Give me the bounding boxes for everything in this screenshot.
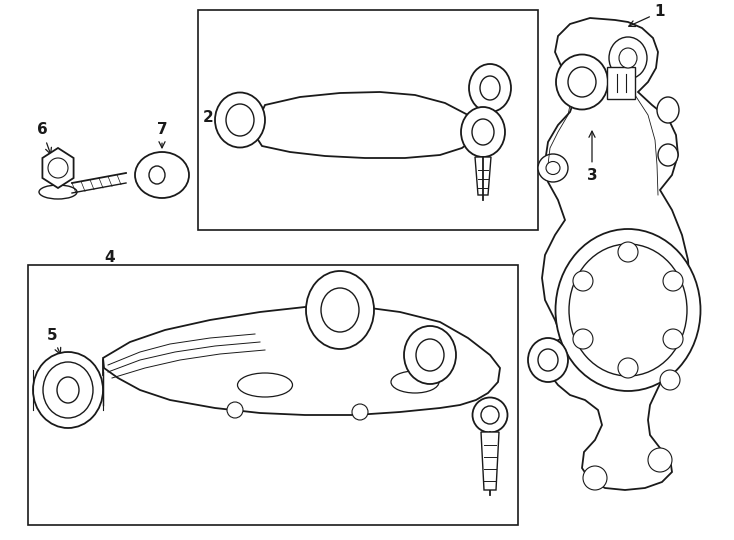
Circle shape [583,466,607,490]
Circle shape [663,271,683,291]
Ellipse shape [538,154,568,182]
Circle shape [648,448,672,472]
Ellipse shape [538,349,558,371]
Circle shape [660,370,680,390]
Text: 6: 6 [37,123,51,154]
Circle shape [618,358,638,378]
Ellipse shape [226,104,254,136]
Circle shape [618,242,638,262]
Ellipse shape [461,107,505,157]
Ellipse shape [480,76,500,100]
Ellipse shape [135,152,189,198]
Ellipse shape [569,244,687,376]
Text: 2: 2 [203,111,244,125]
Ellipse shape [609,37,647,79]
Ellipse shape [528,338,568,382]
Ellipse shape [215,92,265,147]
Bar [198,10,538,230]
Circle shape [227,402,243,418]
Ellipse shape [556,229,700,391]
Polygon shape [542,18,690,490]
Text: 1: 1 [629,4,665,26]
Ellipse shape [657,97,679,123]
Circle shape [663,329,683,349]
Ellipse shape [481,406,499,424]
Circle shape [573,271,593,291]
Ellipse shape [404,326,456,384]
Circle shape [352,404,368,420]
Ellipse shape [546,161,560,174]
Ellipse shape [33,352,103,428]
Bar [607,67,635,99]
Polygon shape [43,148,73,188]
Ellipse shape [658,144,678,166]
Polygon shape [475,157,491,195]
Ellipse shape [238,373,293,397]
Text: 4: 4 [105,251,115,266]
Ellipse shape [39,185,77,199]
Ellipse shape [391,371,439,393]
Ellipse shape [619,48,637,68]
Ellipse shape [321,288,359,332]
Text: 5: 5 [47,327,61,354]
Polygon shape [481,432,499,490]
Ellipse shape [473,397,507,433]
Ellipse shape [568,67,596,97]
Text: 7: 7 [156,123,167,148]
Text: 3: 3 [586,131,597,183]
Bar [28,265,518,525]
Ellipse shape [43,362,93,418]
Ellipse shape [472,119,494,145]
Circle shape [48,158,68,178]
Polygon shape [103,306,500,415]
Ellipse shape [57,377,79,403]
Ellipse shape [469,64,511,112]
Circle shape [573,329,593,349]
Ellipse shape [556,55,608,110]
Ellipse shape [416,339,444,371]
Polygon shape [255,92,478,158]
Ellipse shape [149,166,165,184]
Ellipse shape [306,271,374,349]
